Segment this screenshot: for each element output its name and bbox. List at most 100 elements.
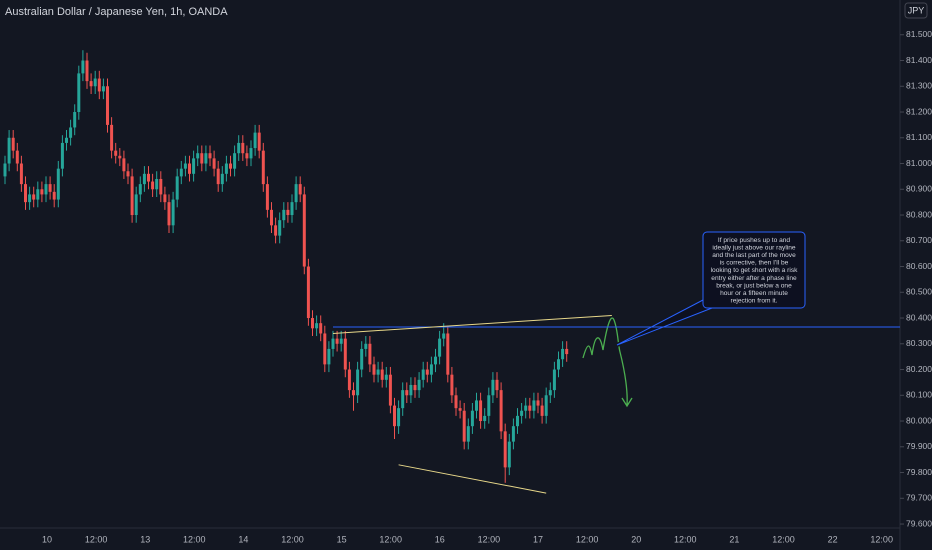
candle-body [32,194,36,200]
y-tick-label: 81.200 [906,106,932,116]
candle-body [110,124,114,151]
candle-body [261,150,265,185]
note-box [702,231,806,309]
candle-body [409,384,413,396]
candle-body [15,150,19,164]
candle-body [56,168,60,200]
candle-body [233,153,237,169]
note-line: and the last part of the move [712,252,796,259]
projection-sketch [582,317,633,408]
candle-body [495,379,499,391]
candle-body [163,194,167,203]
candle-body [138,184,142,195]
candle-body [343,338,347,370]
candle-body [48,184,52,192]
candle-body [192,158,196,174]
y-tick-label: 79.900 [906,441,932,451]
candle-body [73,112,77,128]
y-tick-label: 80.900 [906,184,932,194]
y-tick-label: 80.700 [906,235,932,245]
x-tick-label: 12:00 [281,534,304,544]
candle-body [274,225,278,236]
y-tick-label: 80.000 [906,415,932,425]
candle-body [65,137,68,143]
candle-body [557,359,560,370]
candle-body [380,369,384,380]
candle-body [458,408,462,411]
candle-body [106,86,109,125]
candle-body [565,348,569,355]
candle-body [101,86,105,92]
candle-body [3,163,7,177]
candle-body [97,78,101,92]
candle-body [356,369,360,396]
x-tick-label: 12:00 [870,534,893,544]
x-tick-label: 17 [533,534,543,544]
candle-body [479,400,483,422]
candle-body [224,163,228,174]
candle-body [282,209,286,221]
candle-body [561,348,565,360]
candle-body [52,191,56,200]
note-line: entry either after a phase line [711,275,797,282]
y-tick-label: 81.000 [906,158,932,168]
candle-body [265,184,269,210]
candle-body [483,415,487,422]
candle-body [511,426,515,442]
candle-body [114,150,118,156]
candle-body [315,323,319,329]
candle-body [28,194,32,203]
x-tick-label: 13 [140,534,150,544]
candle-body [450,374,454,396]
candle-body [499,390,503,432]
candle-body [372,364,376,375]
candle-body [24,184,27,203]
candle-body [126,171,130,177]
y-tick-label: 80.400 [906,312,932,322]
note-line: is corrective, then I'll be [720,260,789,267]
candle-body [253,132,257,149]
candle-body [524,405,528,411]
candle-body [151,181,155,190]
x-tick-label: 16 [435,534,445,544]
candle-body [429,364,433,375]
candle-body [290,202,294,216]
candle-body [89,81,93,87]
x-tick-label: 12:00 [183,534,206,544]
plot [3,50,569,483]
candle-body [85,60,89,82]
y-tick-label: 79.700 [906,493,932,503]
x-tick-label: 12:00 [379,534,402,544]
candle-body [434,356,437,365]
y-tick-label: 81.300 [906,81,932,91]
candle-body [7,137,11,164]
note-line: rejection from it. [731,298,778,305]
candle-body [319,323,323,334]
candle-body [516,415,519,427]
candle-body [368,343,372,365]
note-line: If price pushes up to and [718,237,791,244]
note-pointer [616,299,713,346]
candle-body [220,173,224,185]
candle-body [237,142,241,154]
currency-button[interactable] [904,2,928,19]
candle-body [552,369,556,391]
x-tick-label: 12:00 [674,534,697,544]
candle-body [142,173,146,185]
x-tick-label: 20 [631,534,641,544]
candle-body [179,168,183,177]
candle-body [134,194,138,216]
candle-body [503,431,507,468]
x-tick-label: 22 [828,534,838,544]
candle-body [466,426,470,442]
candle-body [475,400,478,411]
candle-body [81,60,85,74]
candle-body [60,142,64,169]
x-tick-label: 12:00 [576,534,599,544]
candle-body [212,158,216,169]
candle-body [171,199,175,226]
candle-body [352,390,355,396]
candle-body [536,400,540,406]
candle-body [339,338,343,344]
candle-body [93,78,97,87]
